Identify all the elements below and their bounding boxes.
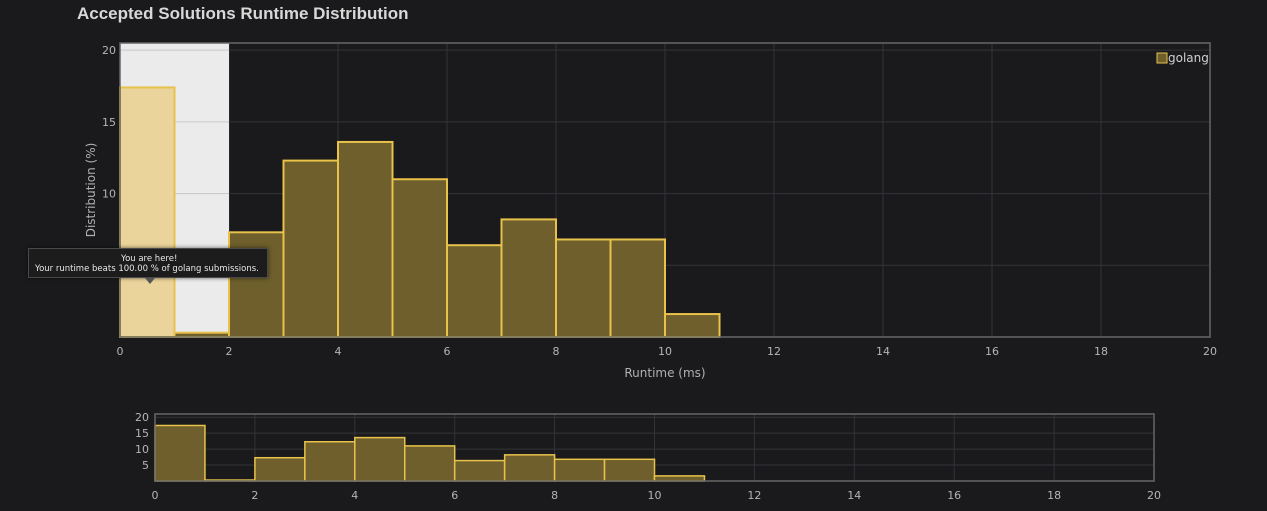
x-tick-label: 6: [444, 345, 451, 358]
x-tick-label: 0: [152, 489, 159, 502]
plot-frame: [119, 42, 1211, 338]
bar-10ms[interactable]: [653, 475, 706, 482]
main-bars[interactable]: [119, 86, 721, 339]
bar-5ms[interactable]: [391, 178, 448, 338]
x-tick-label: 16: [947, 489, 961, 502]
navigator-x-ticks: 0 2 4 6 8 10 12 14 16 18 20: [152, 489, 1162, 502]
bar-4ms[interactable]: [337, 140, 394, 338]
x-tick-label: 18: [1094, 345, 1108, 358]
y-tick-label: 10: [135, 443, 149, 456]
x-axis-ticks: 0 2 4 6 8 10 12 14 16 18 20: [117, 345, 1218, 358]
y-tick-label: 20: [102, 44, 116, 57]
x-tick-label: 18: [1047, 489, 1061, 502]
navigator-bars[interactable]: [154, 424, 706, 482]
y-tick-label: 20: [135, 411, 149, 424]
bar-6ms[interactable]: [446, 244, 503, 338]
x-tick-label: 4: [335, 345, 342, 358]
x-tick-label: 4: [351, 489, 358, 502]
bar-8ms[interactable]: [553, 458, 606, 482]
tooltip-pointer-icon: [145, 278, 155, 284]
y-axis-label: Distribution (%): [84, 143, 98, 238]
x-tick-label: 8: [553, 345, 560, 358]
main-chart[interactable]: 0 2 4 6 8 10 12 14 16 18 20 10 15 20 Runtime (ms) Di…: [0, 0, 1267, 395]
bar-0ms[interactable]: [154, 424, 206, 482]
legend-label-golang: golang: [1168, 51, 1209, 65]
x-tick-label: 12: [767, 345, 781, 358]
navigator-chart[interactable]: 0 2 4 6 8 10 12 14 16 18 20 5 10 15 20: [0, 401, 1267, 511]
bar-7ms[interactable]: [503, 454, 556, 482]
bar-5ms[interactable]: [404, 445, 456, 482]
x-tick-label: 10: [658, 345, 672, 358]
tooltip-title: You are here!: [121, 254, 178, 264]
bar-9ms[interactable]: [609, 238, 666, 338]
chart-title: Accepted Solutions Runtime Distribution: [77, 4, 409, 23]
tooltip-message: Your runtime beats 100.00 % of golang su…: [35, 264, 259, 274]
bar-10ms[interactable]: [664, 313, 721, 338]
x-tick-label: 20: [1147, 489, 1161, 502]
legend[interactable]: golang: [1156, 51, 1209, 65]
x-tick-label: 2: [226, 345, 233, 358]
x-axis-label: Runtime (ms): [624, 366, 705, 380]
bar-6ms[interactable]: [453, 459, 506, 482]
x-tick-label: 2: [251, 489, 258, 502]
y-axis-ticks: 10 15 20: [102, 44, 116, 200]
x-tick-label: 14: [847, 489, 861, 502]
x-tick-label: 20: [1203, 345, 1217, 358]
x-tick-label: 10: [648, 489, 662, 502]
legend-swatch-golang: [1156, 52, 1168, 64]
bar-0ms[interactable]: [119, 86, 176, 338]
bar-2ms[interactable]: [254, 456, 306, 482]
bar-7ms[interactable]: [500, 218, 557, 338]
navigator-y-ticks: 5 10 15 20: [135, 411, 149, 472]
bar-9ms[interactable]: [603, 458, 656, 482]
y-tick-label: 15: [102, 116, 116, 129]
y-tick-label: 10: [102, 188, 116, 201]
x-tick-label: 12: [747, 489, 761, 502]
x-tick-label: 8: [551, 489, 558, 502]
x-tick-label: 6: [451, 489, 458, 502]
bar-8ms[interactable]: [555, 238, 612, 338]
bar-3ms[interactable]: [304, 441, 356, 482]
bar-4ms[interactable]: [354, 436, 406, 482]
y-tick-label: 15: [135, 427, 149, 440]
x-tick-label: 16: [985, 345, 999, 358]
runtime-tooltip: You are here! Your runtime beats 100.00 …: [28, 248, 268, 278]
y-tick-label: 5: [142, 459, 149, 472]
x-tick-label: 14: [876, 345, 890, 358]
x-tick-label: 0: [117, 345, 124, 358]
bar-3ms[interactable]: [282, 159, 339, 338]
navigator-frame: [154, 413, 1155, 482]
